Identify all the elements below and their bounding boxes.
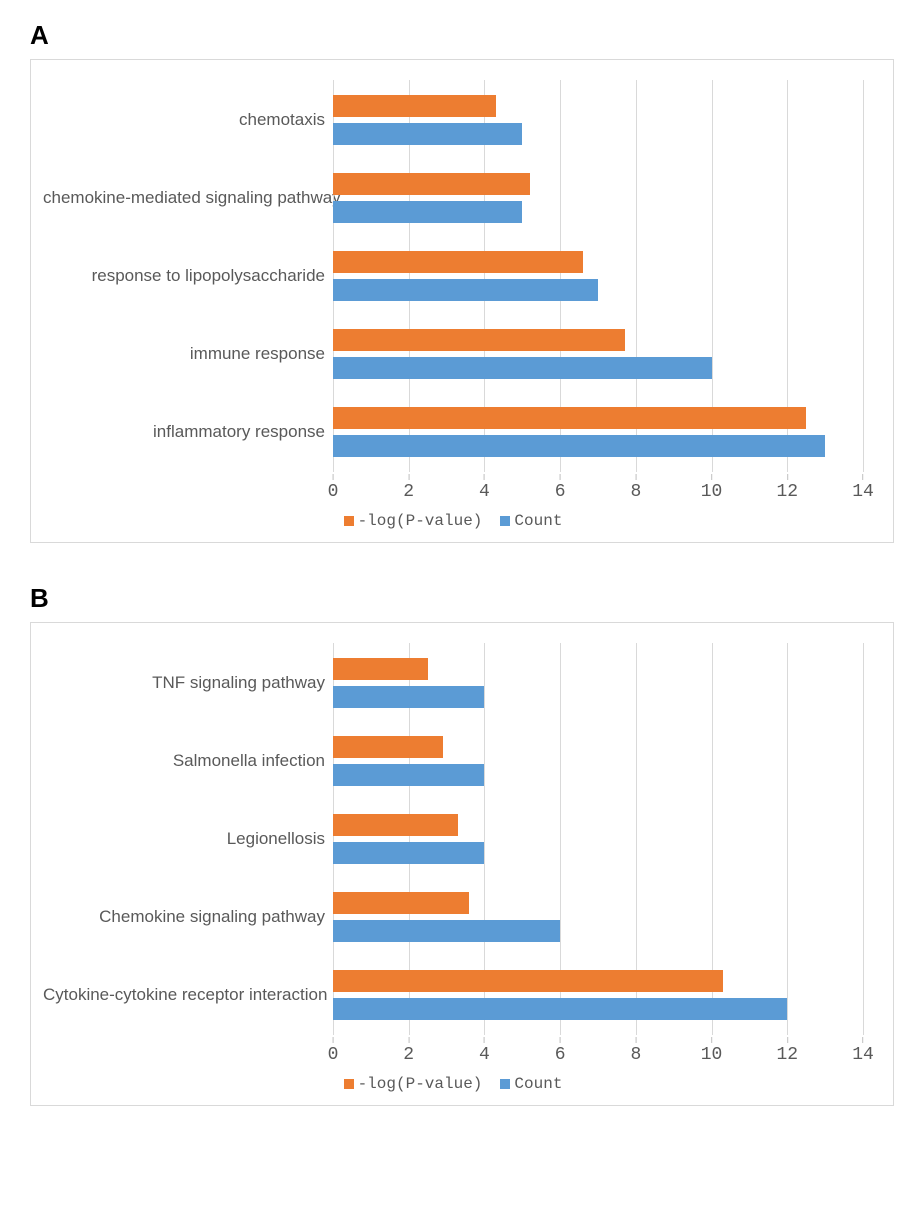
panel-label: B: [30, 583, 894, 614]
x-tick: 10: [701, 474, 723, 502]
x-tick-label: 4: [479, 1045, 490, 1065]
x-tick: 12: [776, 1037, 798, 1065]
x-tick-label: 2: [403, 482, 414, 502]
x-axis: 02468101214: [333, 474, 863, 506]
legend-label: -log(P-value): [358, 512, 483, 530]
bar: [333, 357, 712, 379]
x-tick-label: 12: [776, 482, 798, 502]
category-label: TNF signaling pathway: [43, 658, 333, 708]
chart-box: chemotaxis chemokine-mediated signaling p…: [30, 59, 894, 543]
bar: [333, 407, 806, 429]
x-tick: 2: [403, 474, 414, 502]
x-tick: 2: [403, 1037, 414, 1065]
x-tick-label: 12: [776, 1045, 798, 1065]
gridline: [863, 80, 864, 472]
bar: [333, 736, 443, 758]
x-tick: 8: [630, 1037, 641, 1065]
x-tick-label: 4: [479, 482, 490, 502]
plot-area: [333, 80, 863, 472]
legend-swatch: [344, 516, 354, 526]
category-label: Salmonella infection: [43, 736, 333, 786]
y-axis-labels: TNF signaling pathway Salmonella infectio…: [43, 643, 333, 1035]
x-tick: 4: [479, 474, 490, 502]
legend-label: Count: [514, 512, 562, 530]
x-tick-label: 14: [852, 482, 874, 502]
x-tick: 14: [852, 474, 874, 502]
category-label: Cytokine-cytokine receptor interaction: [43, 970, 333, 1020]
legend: -log(P-value) Count: [43, 1075, 863, 1093]
category-label: Chemokine signaling pathway: [43, 892, 333, 942]
category-label: Legionellosis: [43, 814, 333, 864]
y-axis-labels: chemotaxis chemokine-mediated signaling p…: [43, 80, 333, 472]
bar: [333, 173, 530, 195]
legend-item: -log(P-value): [344, 1075, 483, 1093]
bar: [333, 842, 484, 864]
panel-label: A: [30, 20, 894, 51]
x-tick: 0: [328, 474, 339, 502]
category-label: chemotaxis: [43, 95, 333, 145]
x-tick-label: 10: [701, 1045, 723, 1065]
x-tick-label: 8: [630, 482, 641, 502]
x-tick: 10: [701, 1037, 723, 1065]
bar: [333, 435, 825, 457]
legend-swatch: [500, 1079, 510, 1089]
x-tick: 8: [630, 474, 641, 502]
x-tick-label: 6: [555, 482, 566, 502]
legend: -log(P-value) Count: [43, 512, 863, 530]
chart-box: TNF signaling pathway Salmonella infectio…: [30, 622, 894, 1106]
legend-item: Count: [500, 1075, 562, 1093]
x-tick: 14: [852, 1037, 874, 1065]
legend-item: Count: [500, 512, 562, 530]
x-tick: 6: [555, 474, 566, 502]
bar: [333, 970, 723, 992]
bar: [333, 814, 458, 836]
bar: [333, 686, 484, 708]
bar: [333, 201, 522, 223]
x-tick: 4: [479, 1037, 490, 1065]
category-label: chemokine-mediated signaling pathway: [43, 173, 333, 223]
x-tick-label: 14: [852, 1045, 874, 1065]
x-tick-label: 2: [403, 1045, 414, 1065]
bar: [333, 279, 598, 301]
bar: [333, 251, 583, 273]
x-tick-label: 8: [630, 1045, 641, 1065]
legend-item: -log(P-value): [344, 512, 483, 530]
bar: [333, 892, 469, 914]
x-tick-label: 10: [701, 482, 723, 502]
x-tick: 0: [328, 1037, 339, 1065]
legend-swatch: [344, 1079, 354, 1089]
legend-label: Count: [514, 1075, 562, 1093]
gridline: [863, 643, 864, 1035]
x-tick: 12: [776, 474, 798, 502]
x-tick: 6: [555, 1037, 566, 1065]
category-label: immune response: [43, 329, 333, 379]
legend-label: -log(P-value): [358, 1075, 483, 1093]
x-axis: 02468101214: [333, 1037, 863, 1069]
legend-swatch: [500, 516, 510, 526]
plot-area: [333, 643, 863, 1035]
category-label: inflammatory response: [43, 407, 333, 457]
bar: [333, 764, 484, 786]
x-tick-label: 0: [328, 482, 339, 502]
bar: [333, 95, 496, 117]
bar: [333, 123, 522, 145]
bar: [333, 998, 787, 1020]
x-tick-label: 6: [555, 1045, 566, 1065]
bar: [333, 658, 428, 680]
bar: [333, 920, 560, 942]
x-tick-label: 0: [328, 1045, 339, 1065]
bar: [333, 329, 625, 351]
category-label: response to lipopolysaccharide: [43, 251, 333, 301]
